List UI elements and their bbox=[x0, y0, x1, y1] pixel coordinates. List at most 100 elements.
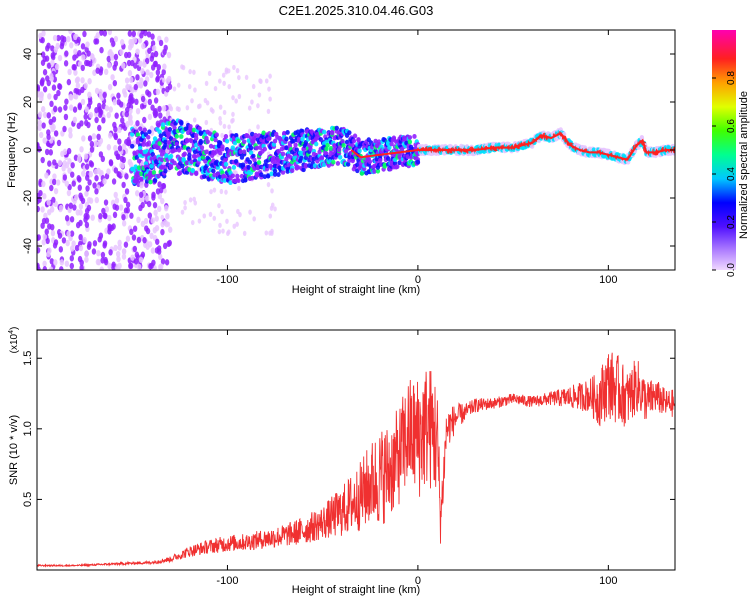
spectrogram-cell bbox=[46, 62, 52, 69]
spectrogram-cell bbox=[120, 162, 125, 169]
spectrogram-cell bbox=[270, 202, 275, 208]
spectrogram-cell bbox=[44, 217, 50, 224]
spectrogram-cell bbox=[64, 98, 69, 105]
spectrogram-cell bbox=[77, 184, 82, 191]
spectrogram-cell bbox=[80, 98, 86, 106]
spectrogram-cell bbox=[45, 237, 50, 245]
spectrogram-cell bbox=[72, 204, 77, 211]
spectrogram-cell bbox=[276, 172, 281, 177]
spectrogram-cell bbox=[284, 136, 289, 142]
spectrogram-cell bbox=[121, 214, 126, 221]
spectrogram-cell bbox=[135, 139, 141, 145]
spectrogram-cell bbox=[37, 196, 42, 203]
spectrogram-cell bbox=[117, 138, 122, 145]
spectrogram-cell bbox=[337, 154, 343, 160]
spectrogram-cell bbox=[351, 138, 357, 144]
spectrogram-cell bbox=[82, 30, 87, 38]
spectrogram-cell bbox=[204, 119, 209, 126]
spectrogram-cell bbox=[48, 118, 53, 126]
spectrogram-cell bbox=[66, 230, 71, 238]
spectrogram-cell bbox=[83, 153, 89, 160]
spectrogram-cell bbox=[293, 142, 298, 148]
spectrogram-cell bbox=[256, 124, 260, 130]
spectrogram-cell bbox=[231, 117, 235, 123]
spectrogram-cell bbox=[96, 167, 101, 175]
spectrogram-cell bbox=[165, 213, 170, 220]
spectrogram-cell bbox=[77, 60, 83, 68]
spectrogram-cell bbox=[341, 143, 346, 148]
spectrogram-cell bbox=[134, 155, 139, 160]
spectrogram-cell bbox=[151, 194, 156, 201]
spectrogram-cell bbox=[97, 106, 102, 113]
spectrogram-cell bbox=[150, 52, 155, 59]
bottom-ytick-label: 0.5 bbox=[22, 492, 34, 507]
spectrogram-cell bbox=[203, 158, 208, 164]
spectrogram-cell bbox=[237, 185, 241, 192]
spectrogram-cell bbox=[252, 157, 257, 163]
spectrogram-cell bbox=[37, 205, 40, 213]
spectrogram-cell bbox=[113, 35, 119, 43]
spectrogram-cell bbox=[49, 100, 54, 108]
spectrogram-cell bbox=[117, 239, 122, 247]
spectrogram-cell bbox=[147, 47, 152, 54]
spectrogram-cell bbox=[257, 92, 262, 98]
spectrogram-cell bbox=[156, 63, 161, 71]
spectrogram-cell bbox=[80, 43, 86, 50]
spectrogram-cell bbox=[389, 141, 394, 147]
spectrogram-cell bbox=[295, 164, 301, 170]
spectrogram-cell bbox=[300, 136, 305, 142]
spectrogram-cell bbox=[62, 174, 68, 181]
spectrogram-cell bbox=[412, 134, 417, 139]
bottom-xtick-label: 100 bbox=[599, 575, 617, 587]
spectrogram-cell bbox=[222, 109, 227, 116]
spectrogram-cell bbox=[89, 140, 95, 148]
spectrogram-cell bbox=[149, 232, 154, 240]
spectrogram-cell bbox=[60, 130, 65, 137]
spectrogram-cell bbox=[232, 64, 236, 71]
spectrogram-cell bbox=[184, 160, 190, 166]
spectrogram-cell bbox=[121, 62, 126, 69]
spectrogram-cell bbox=[70, 171, 75, 178]
spectrogram-cell bbox=[40, 51, 46, 58]
spectrogram-cell bbox=[190, 98, 194, 104]
spectrogram-cell bbox=[110, 54, 115, 61]
spectrogram-cell bbox=[164, 259, 170, 266]
spectrogram-cell bbox=[39, 95, 44, 102]
spectrogram-cell bbox=[160, 221, 165, 228]
spectrogram-cell bbox=[139, 181, 144, 188]
spectrogram-cell bbox=[57, 159, 63, 167]
spectrogram-cell bbox=[160, 228, 165, 236]
spectrogram-cell bbox=[226, 68, 231, 74]
spectrogram-cell bbox=[217, 229, 222, 235]
spectrogram-cell bbox=[154, 159, 159, 165]
spectrogram-cell bbox=[66, 78, 72, 86]
spectrogram-cell bbox=[285, 130, 290, 135]
spectrogram-cell bbox=[183, 205, 187, 211]
spectrogram-cell bbox=[130, 254, 135, 261]
spectrogram-cell bbox=[152, 201, 158, 209]
spectrogram-cell bbox=[182, 145, 187, 150]
spectrogram-cell bbox=[197, 156, 202, 162]
spectrogram-cell bbox=[53, 93, 58, 101]
spectrogram-cell bbox=[113, 144, 118, 152]
spectrogram-cell bbox=[155, 188, 161, 195]
spectrogram-cell bbox=[57, 232, 63, 239]
spectrogram-cell bbox=[116, 92, 121, 99]
spectrogram-cell bbox=[303, 163, 309, 169]
spectrogram-cell bbox=[187, 155, 192, 161]
spectrogram-cell bbox=[138, 145, 143, 151]
spectrogram-cell bbox=[161, 182, 166, 190]
spectrogram-cell bbox=[103, 199, 109, 206]
spectrogram-cell bbox=[107, 132, 113, 139]
spectrogram-cell bbox=[152, 178, 158, 183]
spectrogram-cell bbox=[211, 168, 216, 174]
spectrogram-cell bbox=[190, 167, 195, 173]
spectrogram-cell bbox=[69, 245, 75, 252]
spectrogram-cell bbox=[40, 206, 45, 213]
spectrogram-cell bbox=[252, 216, 256, 222]
bottom-plot-frame bbox=[36, 329, 676, 571]
spectrogram-cell bbox=[231, 95, 235, 101]
spectrogram-cell bbox=[121, 248, 127, 255]
spectrogram-cell bbox=[112, 99, 117, 106]
